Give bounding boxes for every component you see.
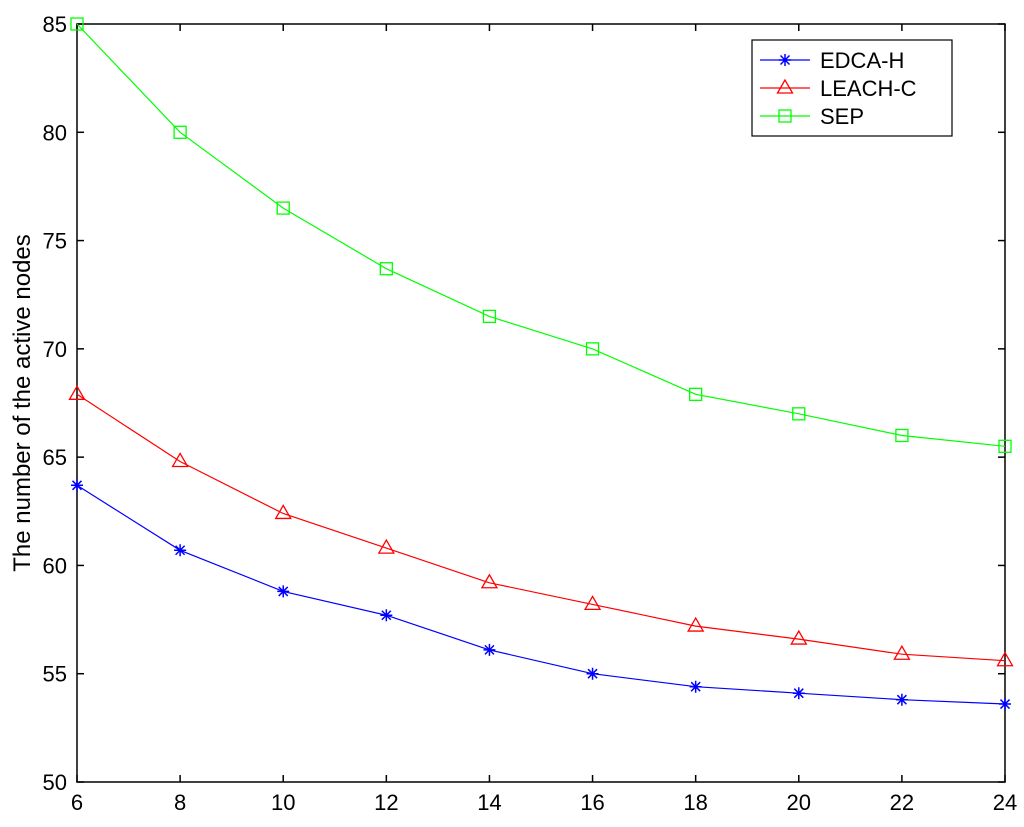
legend-label-leach-c: LEACH-C	[820, 76, 917, 101]
data-point-edca-h	[380, 609, 392, 621]
y-tick-label: 80	[43, 120, 67, 145]
y-tick-label: 75	[43, 229, 67, 254]
x-tick-label: 8	[174, 790, 186, 815]
data-point-edca-h	[587, 668, 599, 680]
data-point-edca-h	[896, 694, 908, 706]
x-tick-label: 12	[374, 790, 398, 815]
x-tick-label: 14	[477, 790, 501, 815]
series-line-leach-c	[77, 394, 1005, 660]
x-tick-label: 24	[993, 790, 1017, 815]
data-point-edca-h	[71, 479, 83, 491]
data-point-edca-h	[999, 698, 1011, 710]
legend: EDCA-H LEACH-C SEP	[752, 40, 952, 136]
series-leach-c	[70, 386, 1013, 665]
axes-layer	[77, 24, 1005, 782]
plot-frame	[77, 24, 1005, 782]
data-point-edca-h	[690, 681, 702, 693]
legend-label-edca-h: EDCA-H	[820, 48, 904, 73]
y-tick-label: 85	[43, 12, 67, 37]
legend-marker-edca-h	[779, 54, 791, 66]
series-edca-h	[71, 479, 1011, 710]
data-point-edca-h	[277, 585, 289, 597]
x-tick-label: 22	[890, 790, 914, 815]
y-tick-label: 60	[43, 553, 67, 578]
legend-label-sep: SEP	[820, 104, 864, 129]
x-tick-label: 20	[787, 790, 811, 815]
y-axis-title: The number of the active nodes	[9, 234, 36, 572]
y-tick-label: 50	[43, 770, 67, 795]
x-tick-label: 10	[271, 790, 295, 815]
y-tick-label: 55	[43, 662, 67, 687]
series-line-edca-h	[77, 485, 1005, 704]
y-tick-label: 65	[43, 445, 67, 470]
x-tick-label: 18	[683, 790, 707, 815]
data-point-edca-h	[793, 687, 805, 699]
data-point-edca-h	[483, 644, 495, 656]
data-point-leach-c	[276, 505, 291, 518]
data-point-leach-c	[894, 646, 909, 659]
y-tick-label: 70	[43, 337, 67, 362]
data-point-leach-c	[791, 631, 806, 644]
x-tick-label: 16	[580, 790, 604, 815]
data-point-edca-h	[174, 544, 186, 556]
x-tick-label: 6	[71, 790, 83, 815]
